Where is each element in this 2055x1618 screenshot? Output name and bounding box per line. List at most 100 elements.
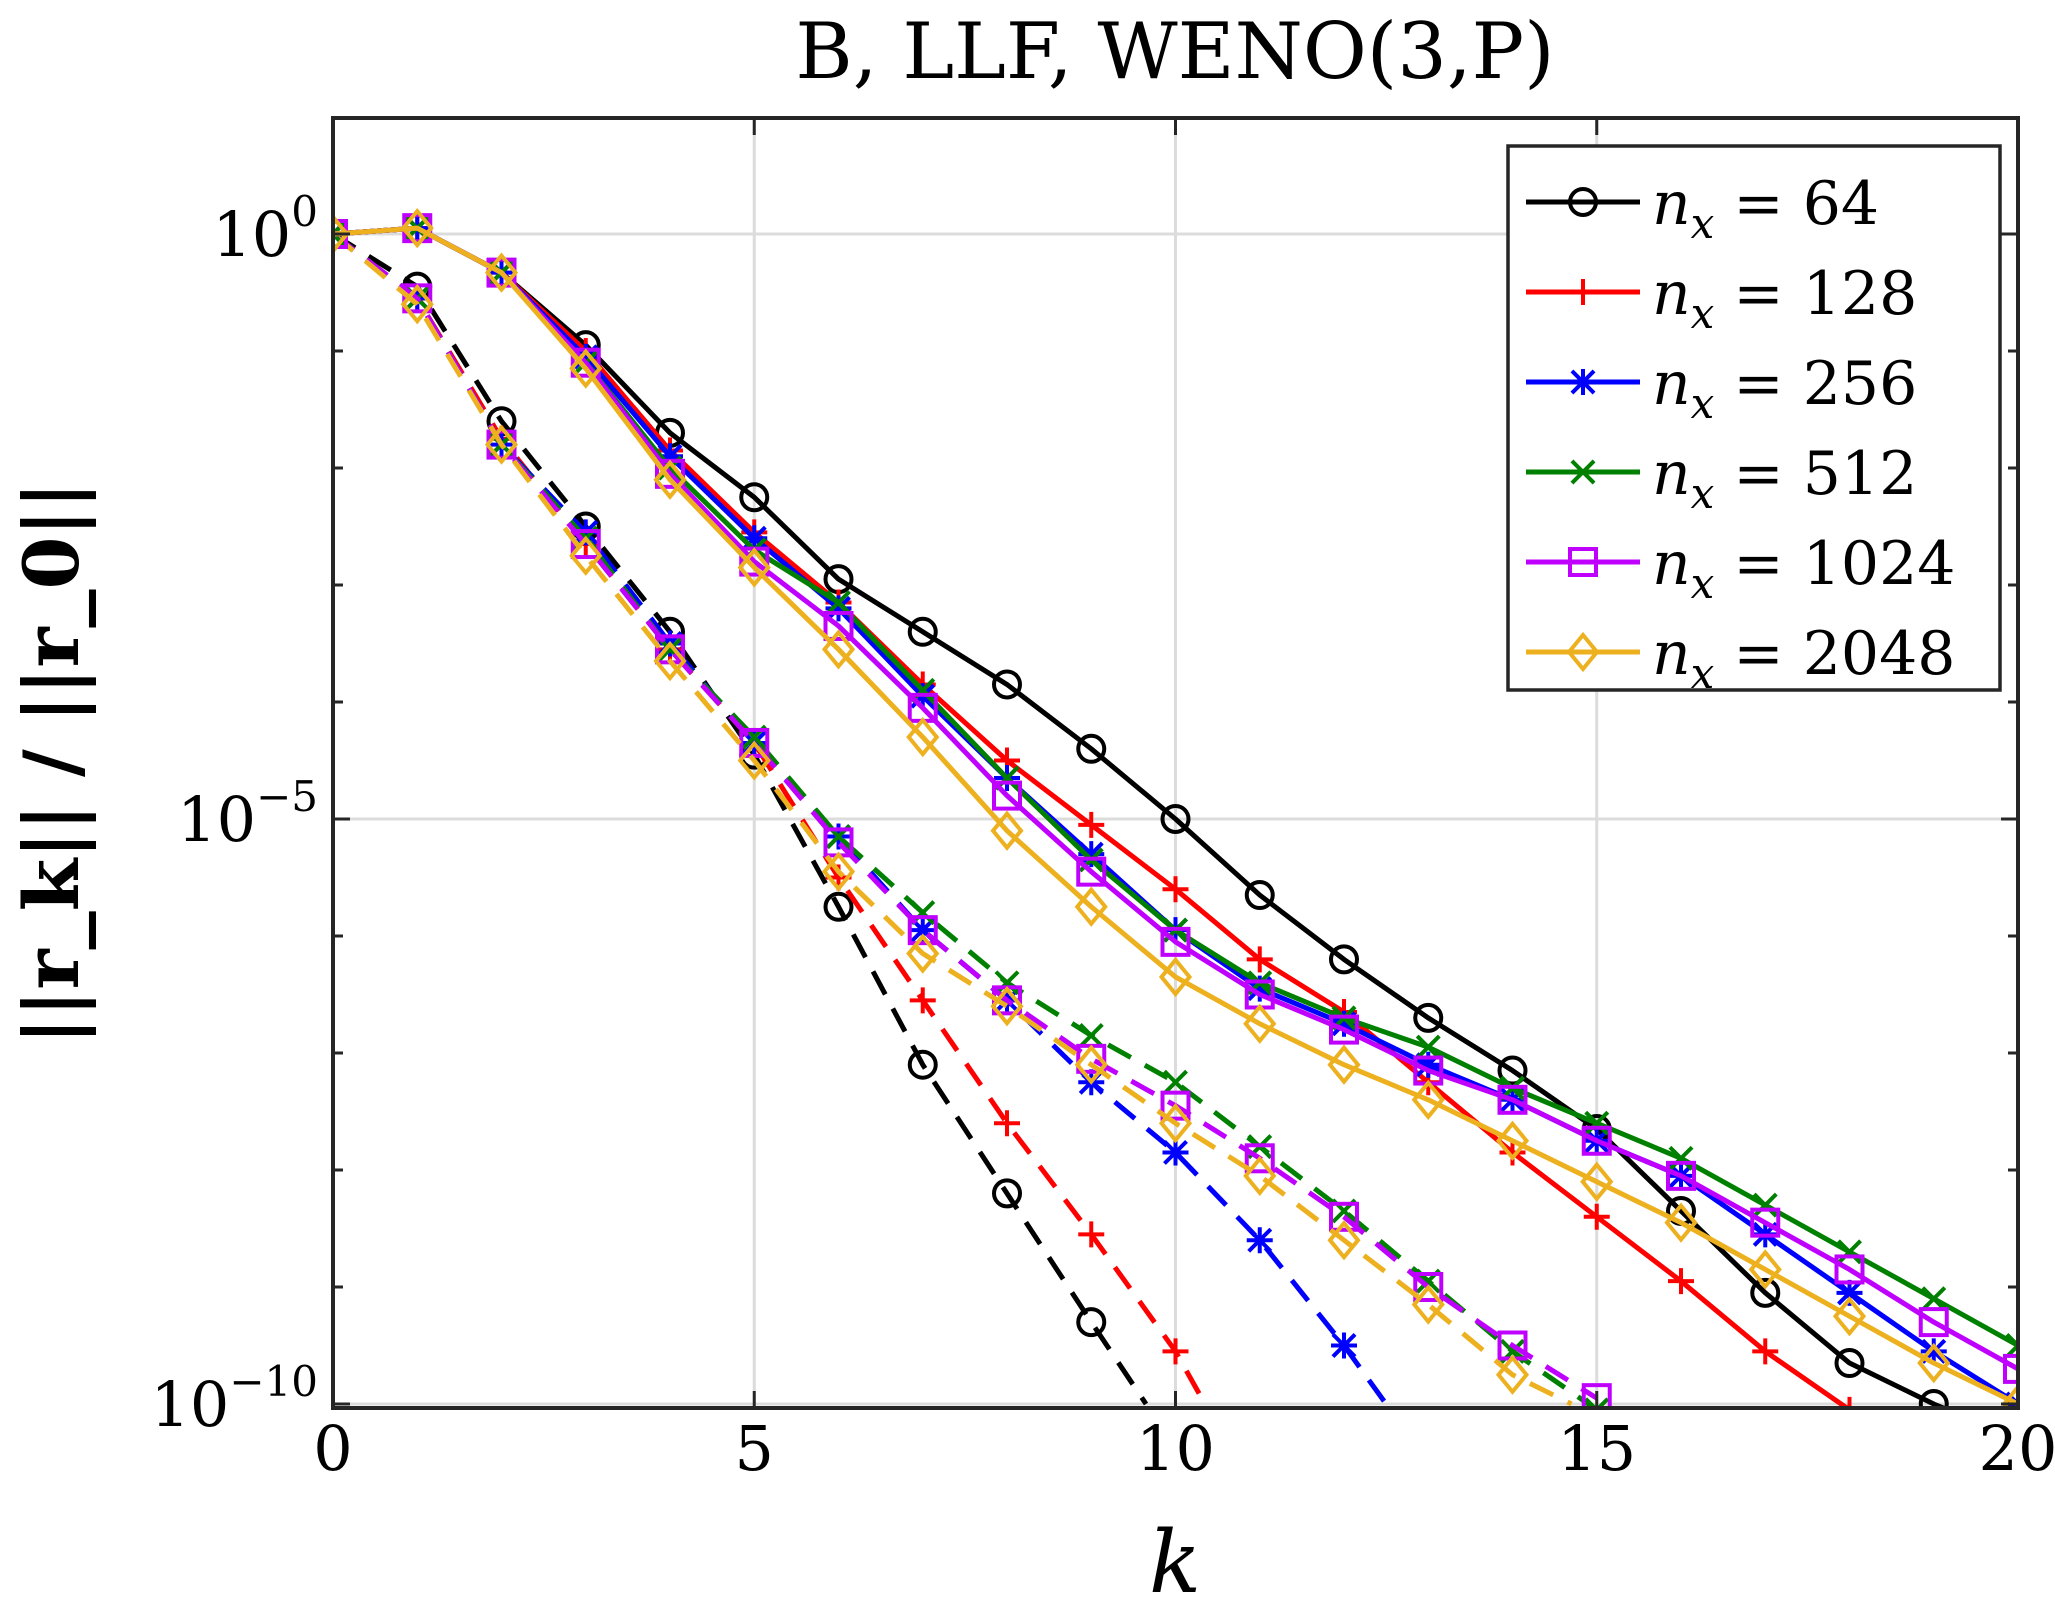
data-point-square <box>1568 547 1598 577</box>
data-point-plus <box>1162 1338 1189 1365</box>
x-axis-label: k <box>1149 1513 1201 1613</box>
data-point-square <box>992 780 1022 811</box>
data-point-cross <box>2005 1333 2018 1358</box>
legend-label: nx = 2048 <box>1652 619 1955 698</box>
legend-var: n <box>1652 259 1691 329</box>
data-point-diamond <box>1074 1044 1108 1085</box>
data-point-diamond <box>1495 1354 1530 1395</box>
data-point-circle <box>739 482 770 513</box>
legend-sub: x <box>1691 469 1715 518</box>
data-point-diamond <box>1158 956 1193 998</box>
data-point-asterisk <box>1836 1279 1863 1306</box>
data-point-square <box>1918 1307 1949 1338</box>
data-point-diamond <box>569 348 603 389</box>
data-point-plus <box>1162 876 1189 903</box>
data-point-diamond <box>2001 1383 2018 1408</box>
data-point-diamond <box>1566 631 1600 673</box>
data-point-diamond <box>1243 1003 1277 1044</box>
data-point-diamond <box>333 213 350 255</box>
legend-sub: x <box>1691 199 1715 248</box>
data-point-diamond <box>1411 1079 1445 1120</box>
data-point-circle <box>1834 1348 1865 1379</box>
x-tick-label: 5 <box>735 1412 774 1485</box>
data-point-circle <box>1160 804 1191 834</box>
data-point-cross <box>1584 1110 1610 1136</box>
data-point-asterisk <box>657 443 683 470</box>
legend-rest: = 512 <box>1714 439 1917 509</box>
data-point-square <box>823 610 854 641</box>
data-point-asterisk <box>825 595 852 622</box>
legend-entry <box>1526 459 1640 485</box>
data-point-plus <box>1668 1268 1694 1295</box>
legend-entry <box>1526 279 1640 305</box>
data-point-diamond <box>737 740 771 781</box>
series-line <box>333 225 1950 1408</box>
data-point-cross <box>1668 1145 1694 1171</box>
data-point-circle <box>823 891 854 922</box>
data-point-plus <box>994 1110 1020 1137</box>
data-point-diamond <box>990 986 1024 1027</box>
data-point-cross <box>1078 1022 1104 1048</box>
y-axis-label-group: ||r_k|| / ||r_0|| <box>7 481 97 1044</box>
series-line <box>333 232 1573 1407</box>
data-point-cross <box>994 970 1020 996</box>
data-point-diamond <box>737 547 771 588</box>
data-point-diamond <box>1580 1161 1614 1202</box>
data-point-diamond <box>906 933 940 974</box>
data-point-asterisk <box>1246 1227 1273 1254</box>
legend-entry <box>1526 369 1640 395</box>
data-point-diamond <box>1243 1155 1277 1196</box>
data-point-plus <box>1583 1203 1610 1230</box>
legend-var: n <box>1652 529 1691 599</box>
data-point-circle <box>907 1049 938 1080</box>
data-point-plus <box>1078 1221 1105 1248</box>
data-point-square <box>1329 1201 1359 1232</box>
data-point-plus <box>1499 1139 1526 1166</box>
y-tick-label: 100 <box>212 187 318 271</box>
series-5 <box>333 208 2018 1408</box>
legend-rest: = 128 <box>1714 259 1917 329</box>
data-point-asterisk <box>1415 1051 1442 1078</box>
legend-rest: = 1024 <box>1714 529 1955 599</box>
data-point-square <box>1581 1125 1612 1156</box>
data-point-cross <box>1752 1192 1778 1218</box>
data-point-square <box>1750 1207 1781 1238</box>
y-axis-label: ||r_k|| / ||r_0|| <box>7 481 97 1044</box>
data-point-plus <box>1078 811 1105 838</box>
legend-sub: x <box>1691 649 1715 698</box>
data-point-plus <box>909 987 936 1014</box>
data-point-square <box>1666 1160 1696 1191</box>
data-point-asterisk <box>1162 1139 1189 1166</box>
data-point-asterisk <box>909 917 936 944</box>
legend-label: nx = 128 <box>1652 259 1917 338</box>
series-4 <box>333 213 2018 1384</box>
data-point-asterisk <box>741 525 768 552</box>
data-point-circle <box>1413 1002 1444 1033</box>
data-point-diamond <box>821 851 856 892</box>
data-point-square <box>1244 1143 1275 1174</box>
data-point-circle <box>992 1178 1022 1209</box>
data-point-square <box>1160 926 1191 957</box>
data-point-circle <box>1568 187 1598 217</box>
data-point-square <box>1329 1014 1359 1045</box>
axis-ticks <box>331 118 2020 1408</box>
data-point-plus <box>1752 1338 1779 1365</box>
series-line <box>333 232 1208 1406</box>
series-line <box>333 232 1599 1401</box>
legend-entry <box>1526 631 1640 673</box>
legend-label: nx = 512 <box>1652 439 1917 518</box>
y-tick-base: 10 <box>150 1368 229 1441</box>
data-point-diamond <box>906 716 940 758</box>
data-point-diamond <box>1832 1296 1867 1337</box>
legend-var: n <box>1652 439 1691 509</box>
data-point-cross <box>1921 1286 1947 1312</box>
data-point-cross <box>1584 1397 1610 1408</box>
data-point-diamond <box>1158 1103 1193 1144</box>
data-point-diamond <box>990 810 1024 851</box>
data-point-diamond <box>1917 1342 1951 1384</box>
data-point-cross <box>1415 1034 1441 1060</box>
data-point-asterisk <box>1920 1338 1947 1365</box>
data-point-diamond <box>653 640 687 682</box>
data-point-asterisk <box>1331 1332 1357 1359</box>
